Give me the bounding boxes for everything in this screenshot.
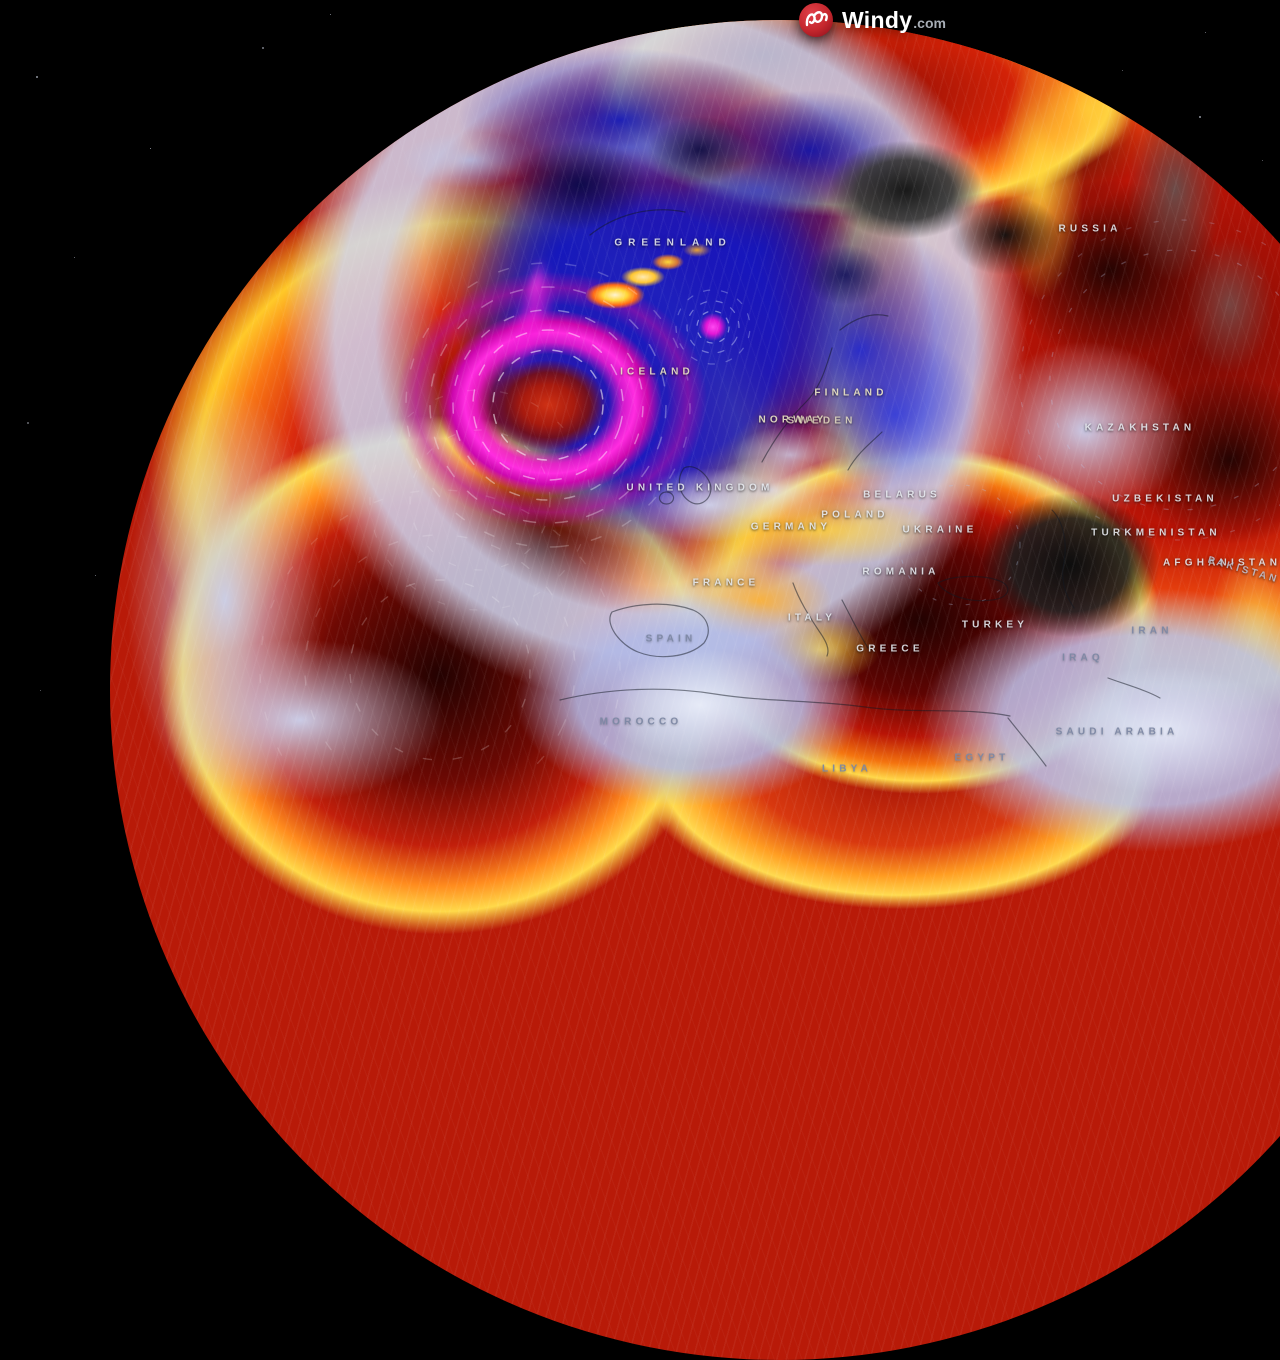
brand-suffix: .com bbox=[913, 14, 946, 31]
map-label-belarus: BELARUS bbox=[863, 489, 941, 501]
map-label-egypt: EGYPT bbox=[954, 752, 1010, 764]
map-label-united-kingdom: UNITED KINGDOM bbox=[626, 482, 774, 494]
map-label-sweden: SWEDEN bbox=[787, 415, 857, 427]
map-label-turkmenistan: TURKMENISTAN bbox=[1091, 527, 1221, 539]
map-label-finland: FINLAND bbox=[814, 387, 888, 399]
map-label-romania: ROMANIA bbox=[862, 566, 940, 578]
map-label-russia: RUSSIA bbox=[1058, 223, 1122, 235]
map-label-uzbekistan: UZBEKISTAN bbox=[1112, 493, 1218, 505]
map-label-morocco: MOROCCO bbox=[599, 716, 683, 728]
map-label-saudi-arabia: SAUDI ARABIA bbox=[1055, 726, 1179, 738]
star bbox=[27, 422, 29, 424]
map-label-norway: NORWAY bbox=[758, 414, 828, 426]
map-label-france: FRANCE bbox=[692, 577, 760, 589]
map-label-greenland: GREENLAND bbox=[614, 237, 732, 249]
windy-wordmark: Windy .com bbox=[842, 7, 946, 34]
star bbox=[40, 690, 41, 691]
windy-logo[interactable]: Windy .com bbox=[798, 2, 946, 38]
star bbox=[330, 14, 331, 15]
star bbox=[95, 575, 96, 576]
brand-name: Windy bbox=[842, 6, 913, 33]
map-label-turkey: TURKEY bbox=[961, 619, 1029, 631]
map-label-afghanistan: AFGHANISTAN bbox=[1163, 557, 1280, 569]
globe-weather-map[interactable] bbox=[110, 20, 1280, 1360]
map-label-poland: POLAND bbox=[821, 509, 889, 521]
map-label-spain: SPAIN bbox=[645, 633, 697, 645]
map-label-iceland: ICELAND bbox=[620, 366, 694, 378]
star bbox=[74, 257, 75, 258]
map-label-italy: ITALY bbox=[787, 612, 837, 624]
map-label-germany: GERMANY bbox=[750, 521, 832, 533]
map-label-ukraine: UKRAINE bbox=[902, 524, 978, 536]
map-label-greece: GREECE bbox=[856, 643, 924, 655]
map-label-iran: IRAN bbox=[1131, 625, 1173, 637]
map-label-kazakhstan: KAZAKHSTAN bbox=[1084, 422, 1196, 434]
map-label-libya: LIBYA bbox=[821, 763, 873, 775]
map-label-iraq: IRAQ bbox=[1062, 652, 1104, 664]
windy-swirl-icon bbox=[798, 2, 834, 38]
star bbox=[36, 76, 38, 78]
